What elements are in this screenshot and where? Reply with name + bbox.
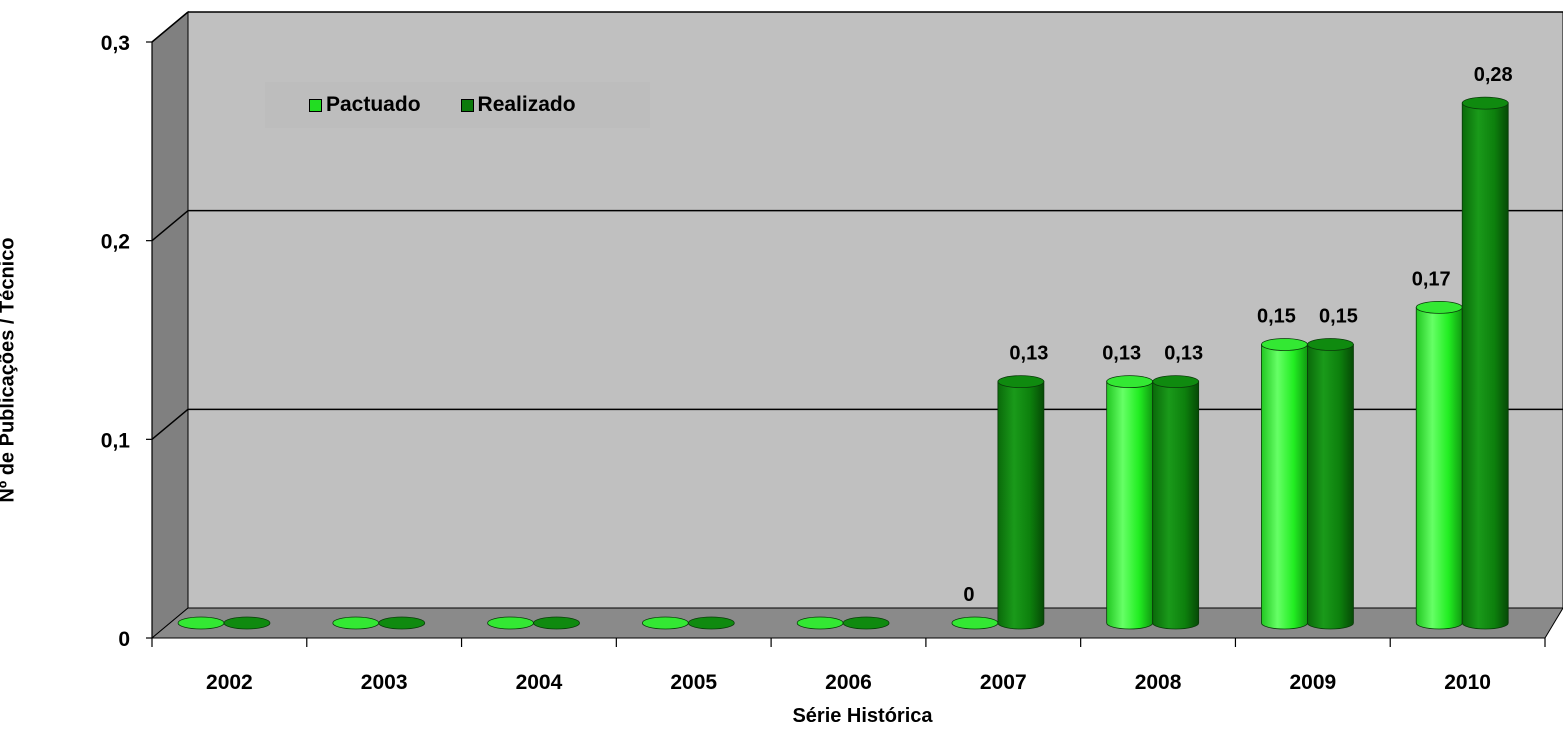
bar-realizado-2005 <box>687 616 735 630</box>
bar-pactuado-2002 <box>177 616 225 630</box>
bar-realizado-2010 <box>1461 96 1509 630</box>
bar-top <box>997 375 1045 389</box>
gridline-side <box>151 11 189 43</box>
x-tick-label: 2004 <box>516 671 563 694</box>
bar-pactuado-2004 <box>487 616 534 630</box>
bar-top <box>332 616 380 630</box>
legend-label-realizado: Realizado <box>477 93 576 116</box>
bar-pactuado-2003 <box>332 616 380 630</box>
bar-top <box>842 616 890 630</box>
x-tick-label: 2006 <box>825 671 872 694</box>
bar-body <box>1415 306 1463 630</box>
legend-item-pactuado: Pactuado <box>309 93 421 117</box>
bar-body <box>1152 381 1200 630</box>
bar-pactuado-2009 <box>1261 338 1308 630</box>
bar-top <box>378 616 426 630</box>
data-label: 0,17 <box>1412 268 1451 290</box>
y-axis: 0 0,1 0,2 0,3 <box>101 32 153 651</box>
gridline-side <box>151 408 189 440</box>
bar-top <box>1461 96 1509 110</box>
bar-realizado-2004 <box>533 616 580 630</box>
x-tick-label: 2010 <box>1444 671 1491 694</box>
x-tick-label: 2008 <box>1135 671 1182 694</box>
bar-realizado-2002 <box>223 616 271 630</box>
legend-swatch-pactuado <box>309 98 322 112</box>
bar-pactuado-2006 <box>796 616 844 630</box>
bar-pactuado-2007 <box>951 616 999 630</box>
legend-item-realizado: Realizado <box>460 93 576 117</box>
data-labels: 0 0,13 0,15 0,17 0,13 0,13 0,15 0,28 <box>963 64 1512 606</box>
bars <box>177 96 1509 630</box>
data-label: 0,13 <box>1102 343 1141 365</box>
data-label: 0 <box>963 584 974 606</box>
bar-realizado-2008 <box>1152 375 1200 630</box>
bar-top <box>1152 375 1200 389</box>
legend: Pactuado Realizado <box>265 82 650 128</box>
bar-top <box>487 616 534 630</box>
bar-top <box>1261 338 1308 351</box>
y-tick-label: 0,1 <box>101 429 131 452</box>
bar-top <box>796 616 844 630</box>
bar-realizado-2003 <box>378 616 426 630</box>
x-axis-title-wrap: Série Histórica <box>0 705 1563 728</box>
bar-top <box>687 616 735 630</box>
bar-pactuado-2005 <box>641 616 689 630</box>
data-label: 0,15 <box>1257 306 1296 328</box>
bar-realizado-2007 <box>997 375 1045 630</box>
x-tick-label: 2003 <box>361 671 408 694</box>
x-tick-label: 2007 <box>980 671 1027 694</box>
bar-body <box>1106 381 1154 630</box>
bar-top <box>1106 375 1154 389</box>
bar-top <box>1307 338 1354 351</box>
data-label: 0,13 <box>1009 343 1048 365</box>
y-axis-title: Nº de Publicações / Técnico <box>0 237 19 503</box>
y-axis-title-wrap: Nº de Publicações / Técnico <box>0 237 28 502</box>
bar-body <box>1461 102 1509 630</box>
bar-top <box>223 616 271 630</box>
x-axis-title: Série Histórica <box>792 705 933 727</box>
bar-body <box>1307 344 1354 630</box>
legend-label-pactuado: Pactuado <box>326 93 421 116</box>
y-tick-label: 0,2 <box>101 231 130 254</box>
bar-top <box>1415 300 1463 314</box>
legend-swatch-realizado <box>460 98 474 112</box>
bar-top <box>641 616 689 630</box>
plot-side-wall <box>151 10 189 640</box>
x-tick-label: 2005 <box>670 671 717 694</box>
bar-realizado-2006 <box>842 616 890 630</box>
bar-top <box>533 616 580 630</box>
data-label: 0,28 <box>1474 64 1513 86</box>
x-axis: 2002 2003 2004 2005 2006 2007 2008 2009 2010 <box>151 638 1546 694</box>
y-tick-label: 0 <box>118 628 130 651</box>
bar-pactuado-2010 <box>1415 300 1463 630</box>
bar-pactuado-2008 <box>1106 375 1154 630</box>
y-tick-label: 0,3 <box>101 32 130 55</box>
bar-body <box>1261 344 1308 630</box>
bar-top <box>177 616 225 630</box>
bar-body <box>997 381 1045 630</box>
x-tick-label: 2009 <box>1289 671 1336 694</box>
data-label: 0,13 <box>1164 343 1203 365</box>
gridline-side <box>151 210 189 242</box>
data-label: 0,15 <box>1319 306 1358 328</box>
bar-realizado-2009 <box>1307 338 1354 630</box>
x-tick-label: 2002 <box>206 671 253 694</box>
bar-top <box>951 616 999 630</box>
